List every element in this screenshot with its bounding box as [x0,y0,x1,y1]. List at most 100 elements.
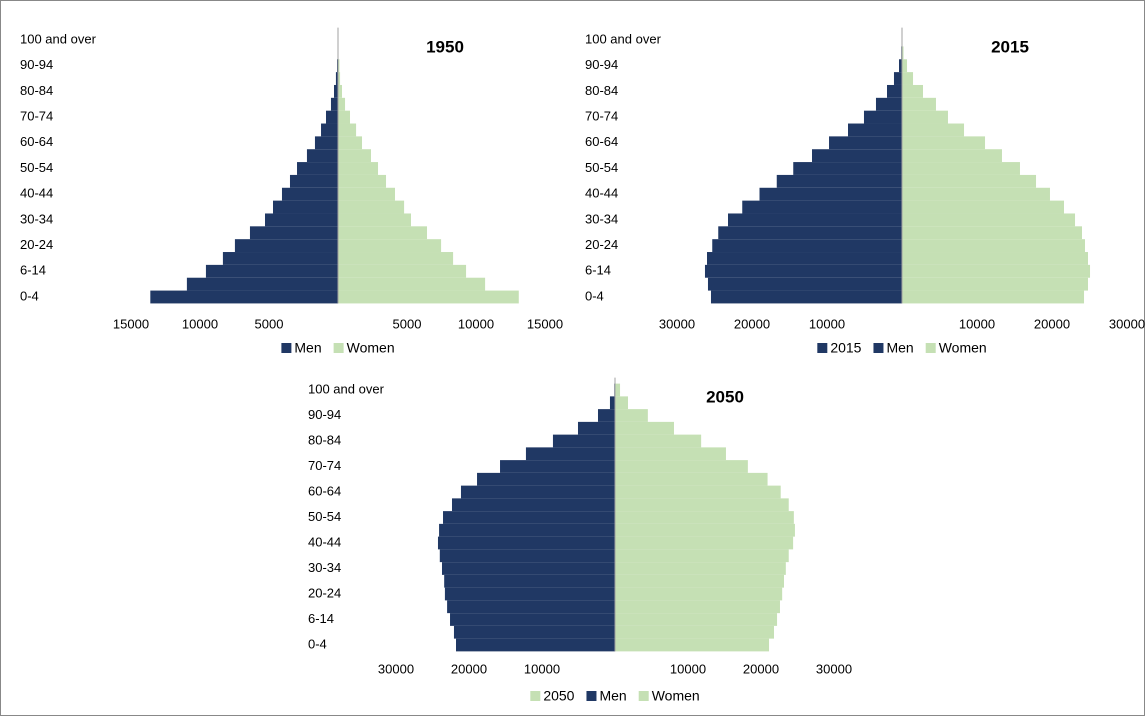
x-tick-label: 5000 [255,316,284,331]
legend-label: 2015 [830,340,861,356]
bar [444,587,615,601]
bar [902,174,1037,188]
y-tick-label: 50-54 [20,160,53,175]
bar [338,84,343,98]
bar [707,277,902,291]
bar [887,84,902,98]
y-tick-label: 30-34 [308,560,341,575]
bar [325,110,338,124]
bar [577,421,615,435]
bar [776,174,902,188]
bar [793,162,902,175]
bar [615,396,628,410]
y-tick-label: 40-44 [20,186,53,201]
x-tick-label: 20000 [1034,316,1070,331]
y-tick-label: 80-84 [20,83,53,98]
bar [338,149,371,163]
bar [902,46,904,60]
legend: 2050 Men Women [530,688,700,704]
bar [186,277,338,291]
bar [552,434,615,448]
bar [205,264,338,278]
bar [249,226,338,240]
bar [338,213,412,227]
bar [902,59,908,73]
bar [863,110,902,124]
bar [615,421,674,435]
bar [222,252,338,265]
legend-swatch [925,343,936,353]
bar [902,110,948,124]
bar [456,638,615,652]
bar [609,396,615,410]
legend-swatch [817,343,828,353]
bar [829,136,902,150]
bar [451,498,615,512]
bar [875,97,902,111]
bar [902,226,1082,240]
bar [338,226,428,240]
bar [500,460,615,473]
legend-label: 2050 [543,688,574,704]
bar [477,472,615,486]
bar [338,252,454,265]
bar [525,447,615,461]
x-tick-label: 10000 [182,316,218,331]
x-tick-label: 30000 [816,661,852,676]
y-tick-label: 100 and over [308,381,385,396]
bar [615,460,748,473]
bar [615,536,794,550]
y-tick-label: 100 and over [585,31,662,46]
y-tick-label: 60-64 [585,134,618,149]
bar [338,110,351,124]
bar [902,97,936,111]
y-tick-label: 100 and over [20,31,97,46]
y-tick-label: 0-4 [585,288,604,303]
legend-swatch [281,343,292,353]
bar [330,97,338,111]
bar [615,574,784,588]
bar [615,600,780,614]
legend-swatch [586,691,597,701]
chart-title: 2015 [991,37,1029,56]
bar [615,434,702,448]
bar [314,136,338,150]
bar [615,587,783,601]
x-tick-label: 20000 [734,316,770,331]
bar [281,187,338,201]
bar [439,523,615,537]
bar [848,123,902,137]
bar [742,200,902,214]
y-tick-label: 90-94 [585,57,618,72]
legend-label: Men [886,340,913,356]
legend: Men Women [281,340,395,356]
y-tick-label: 20-24 [20,237,53,252]
y-tick-label: 20-24 [308,585,341,600]
bar [902,187,1050,201]
x-tick-label: 20000 [451,661,487,676]
bar [712,239,902,253]
bar [615,625,774,639]
y-tick-label: 0-4 [308,636,327,651]
legend-label: Women [652,688,700,704]
bar [902,84,923,98]
bar [439,549,615,563]
x-tick-label: 30000 [378,661,414,676]
bar [437,536,615,550]
bar [335,72,338,85]
bar [615,498,789,512]
y-tick-label: 40-44 [585,186,618,201]
bar [615,562,786,575]
bar [460,485,615,499]
bar [902,162,1020,175]
bar [338,264,467,278]
y-tick-label: 30-34 [20,211,53,226]
bar [338,59,340,73]
legend-swatch [530,691,541,701]
y-tick-label: 60-64 [20,134,53,149]
bar [450,613,615,626]
y-tick-label: 80-84 [308,432,341,447]
y-tick-label: 80-84 [585,83,618,98]
x-tick-label: 10000 [959,316,995,331]
